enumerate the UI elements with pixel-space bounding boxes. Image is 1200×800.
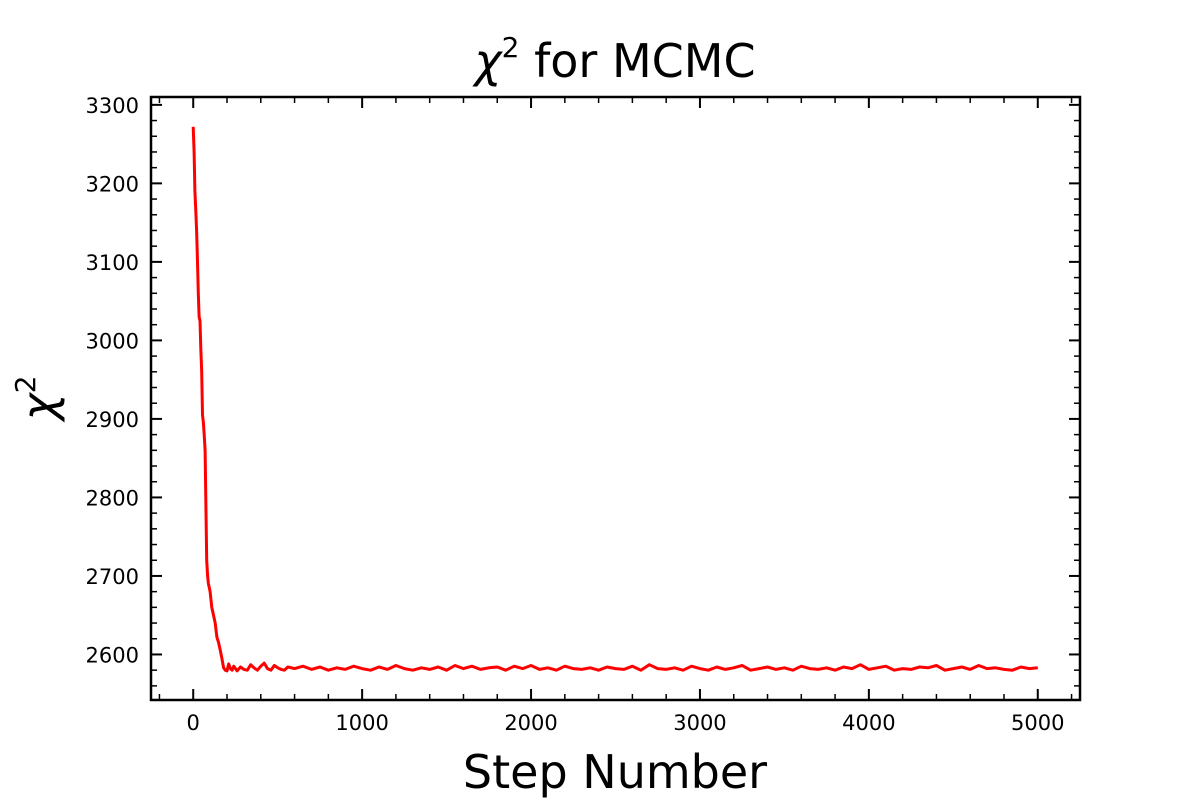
chart-title-symbol: χ xyxy=(471,34,503,88)
chart-title-text: for MCMC xyxy=(519,34,755,88)
y-tick-label: 2700 xyxy=(86,565,139,589)
y-axis-label-superscript: 2 xyxy=(9,375,42,393)
series-layer xyxy=(191,126,1038,673)
x-tick-label: 3000 xyxy=(673,711,726,735)
y-tick-label: 3200 xyxy=(86,172,139,196)
major-ticks xyxy=(151,97,1080,700)
y-tick-label: 2900 xyxy=(86,408,139,432)
x-tick-label: 4000 xyxy=(842,711,895,735)
chi2-series-line xyxy=(191,126,1038,673)
plot-frame xyxy=(149,95,1082,702)
tick-labels: 0 1000 2000 3000 4000 5000 2600 2700 2800 2900 300… xyxy=(86,94,1065,735)
chart-title: χ2 for MCMC xyxy=(471,31,755,88)
chart-title-superscript: 2 xyxy=(502,31,520,64)
y-tick-label: 2800 xyxy=(86,486,139,510)
x-axis-label: Step Number xyxy=(463,745,767,799)
x-tick-label: 1000 xyxy=(335,711,388,735)
x-tick-label: 2000 xyxy=(504,711,557,735)
y-axis-label-symbol: χ xyxy=(12,392,66,424)
y-tick-label: 3300 xyxy=(86,94,139,118)
y-tick-label: 3000 xyxy=(86,329,139,353)
y-tick-label: 2600 xyxy=(86,643,139,667)
y-axis-label: χ2 xyxy=(9,375,66,423)
x-tick-label: 5000 xyxy=(1011,711,1064,735)
minor-ticks xyxy=(151,97,1080,700)
y-tick-label: 3100 xyxy=(86,251,139,275)
x-tick-label: 0 xyxy=(187,711,200,735)
